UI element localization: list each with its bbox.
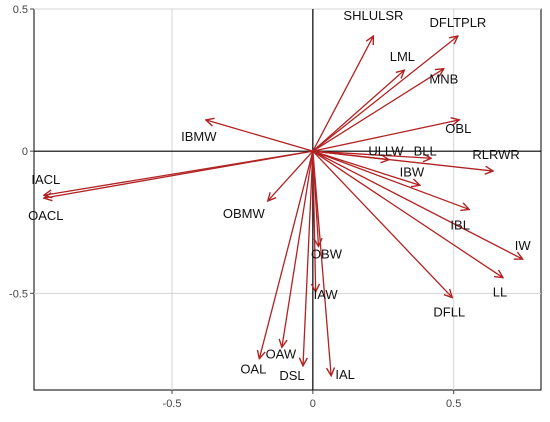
vector-arrow-ial [312, 151, 331, 376]
vector-label-ibmw: IBMW [181, 129, 217, 144]
vector-label-oaw: OAW [266, 346, 297, 361]
vector-label-ullw: ULLW [368, 144, 404, 159]
vector-label-ibl: IBL [450, 217, 470, 232]
vector-arrow-shlulsr [312, 36, 374, 152]
vector-arrow-iw [312, 150, 523, 259]
vector-label-iw: IW [515, 238, 532, 253]
vector-arrow-rlrwr [312, 150, 493, 171]
vector-arrow-oaw [282, 151, 314, 347]
plot-panel [33, 8, 542, 391]
vector-arrow-ll [312, 150, 503, 278]
x-tick-label: 0 [310, 398, 316, 410]
vector-arrow-bll [312, 150, 431, 158]
vector-arrow-dfll [312, 150, 452, 297]
vector-label-dfll: DFLL [433, 305, 465, 320]
vector-arrow-obmw [268, 150, 314, 201]
vector-arrow-dfltplr [312, 36, 458, 152]
vector-arrow-oacl [44, 150, 313, 198]
reference-lines [34, 9, 541, 390]
y-tick-label: -0.5 [9, 288, 28, 300]
vector-label-ial: IAL [335, 367, 355, 382]
vector-arrow-mnb [312, 69, 444, 152]
vector-label-iaw: IAW [314, 287, 339, 302]
vector-label-oacl: OACL [28, 208, 63, 223]
x-tick-label: -0.5 [163, 398, 182, 410]
vector-label-oal: OAL [240, 362, 266, 377]
vector-label-shlulsr: SHLULSR [343, 8, 403, 23]
vector-arrow-ibw [312, 150, 420, 185]
vector-label-dsl: DSL [279, 368, 304, 383]
y-tick-label: 0.5 [13, 4, 28, 16]
vector-label-obw: OBW [311, 246, 343, 261]
vector-label-lml: LML [390, 49, 415, 64]
vector-arrow-dsl [303, 151, 314, 366]
vector-arrow-oal [259, 151, 314, 359]
grid-layer [34, 8, 541, 390]
vector-label-obl: OBL [445, 121, 471, 136]
vector-labels: SHLULSR DFLTPLR LML MNB OBL IBMW ULLW BLL RLRWR I… [28, 8, 531, 383]
vector-arrow-obl [312, 120, 459, 152]
vector-layer [44, 36, 523, 376]
vector-label-rlrwr: RLRWR [472, 147, 519, 162]
axis-ticks: -0.5 0 0.5 0.5 0 -0.5 [9, 4, 461, 410]
vector-label-ibw: IBW [400, 164, 425, 179]
vector-label-mnb: MNB [429, 72, 458, 87]
vector-label-iacl: IACL [31, 172, 60, 187]
vector-arrow-lml [312, 70, 405, 152]
vector-arrow-ibl [312, 150, 469, 209]
y-tick-label: 0 [22, 146, 28, 158]
x-tick-label: 0.5 [446, 398, 461, 410]
vector-arrow-ibmw [206, 120, 314, 152]
vector-arrow-iaw [313, 151, 316, 292]
vector-label-ll: LL [493, 285, 507, 300]
vector-label-obmw: OBMW [223, 206, 266, 221]
vector-label-bll: BLL [414, 143, 437, 158]
vector-label-dfltplr: DFLTPLR [429, 15, 486, 30]
